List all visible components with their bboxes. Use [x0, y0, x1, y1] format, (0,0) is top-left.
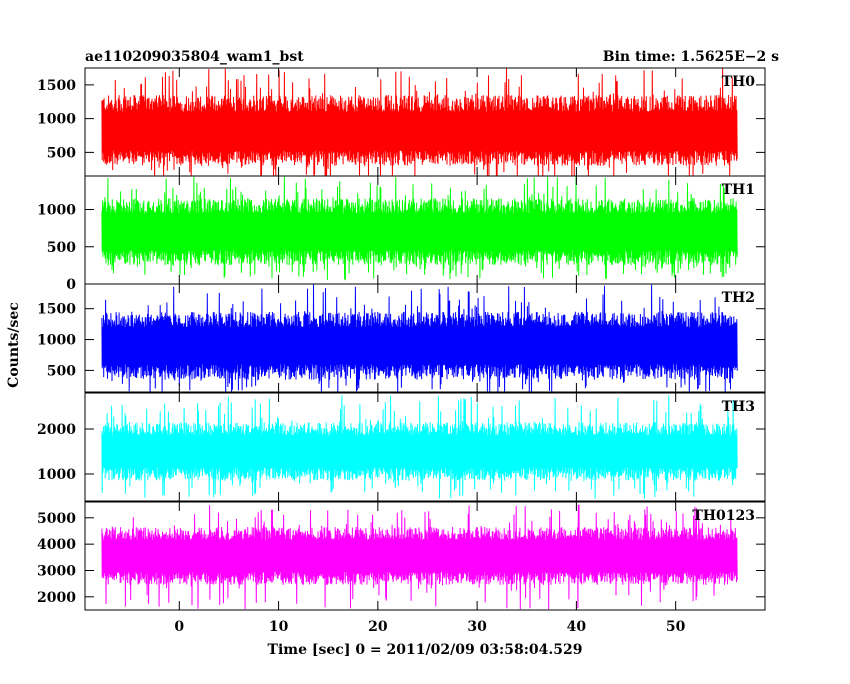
y-axis-label: Counts/sec	[6, 302, 22, 388]
panel-frame	[84, 392, 766, 502]
y-tick-label: 4000	[37, 537, 76, 553]
panel-th0123: 2000 3000 4000 5000 TH0123	[37, 501, 766, 611]
y-tick-label: 1000	[37, 112, 76, 128]
x-tick-label: 40	[567, 619, 587, 635]
panel-th2: 500 1000 1500 TH2	[37, 283, 766, 393]
y-tick-label: 2000	[37, 590, 76, 606]
y-tick-label: 500	[47, 240, 76, 256]
x-tick-label: 20	[368, 619, 388, 635]
x-axis-label: Time [sec] 0 = 2011/02/09 03:58:04.529	[268, 642, 583, 658]
y-tick-label: 500	[47, 145, 76, 161]
panel-th3: 1000 2000 TH3	[37, 392, 766, 502]
chart-title-left: ae110209035804_wam1_bst	[85, 49, 304, 65]
y-tick-label: 1000	[37, 333, 76, 349]
y-tick-label: 1500	[37, 302, 76, 318]
x-tick-label: 0	[174, 619, 184, 635]
y-tick-label: 500	[47, 363, 76, 379]
panel-frame	[84, 501, 766, 611]
y-tick-label: 1000	[37, 467, 76, 483]
x-tick-label: 30	[467, 619, 487, 635]
panel-label: TH3	[722, 399, 755, 415]
chart-title-right: Bin time: 1.5625E−2 s	[603, 49, 779, 65]
panel-th0: 500 1000 1500 TH0	[37, 67, 766, 177]
series-th3-line	[101, 395, 738, 499]
panel-label: TH0	[722, 74, 756, 90]
y-tick-label: 1500	[37, 78, 76, 94]
y-tick-label: 2000	[37, 422, 76, 438]
y-tick-label: 0	[66, 277, 76, 293]
series-th2-line	[101, 284, 738, 392]
panel-th1: 0 500 1000 TH1	[37, 175, 766, 293]
series-th0-line	[101, 68, 738, 176]
y-tick-label: 3000	[37, 563, 76, 579]
series-th0123-line	[101, 504, 738, 610]
panel-label: TH2	[722, 290, 755, 306]
series-th1-line	[101, 176, 738, 281]
panel-label: TH0123	[692, 508, 755, 524]
x-tick-label: 10	[269, 619, 289, 635]
panel-label: TH1	[722, 182, 755, 198]
y-tick-label: 1000	[37, 203, 76, 219]
x-tick-label: 50	[666, 619, 686, 635]
y-tick-label: 5000	[37, 511, 76, 527]
panel-frame	[84, 283, 766, 393]
